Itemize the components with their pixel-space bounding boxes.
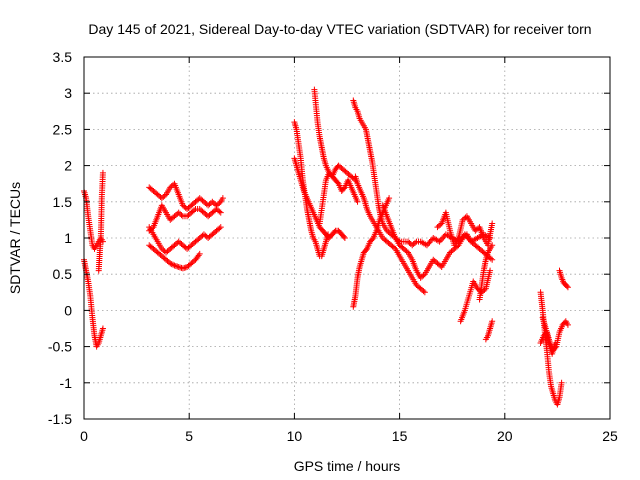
data-point [196,250,203,257]
data-point [341,235,348,241]
data-point [421,289,428,296]
data-point [487,267,494,274]
data-point [99,169,106,176]
data-point [217,209,224,216]
data-point [437,237,444,244]
data-point [191,207,198,214]
data-point [168,261,175,268]
data-point [340,233,347,240]
data-point [420,272,427,279]
data-point [564,284,571,291]
y-tick-label: 2.5 [53,121,73,137]
y-tick-label: 1 [64,230,72,246]
data-point [420,288,427,295]
data-point [195,252,202,259]
x-tick-label: 5 [185,428,193,444]
data-point [362,247,369,254]
data-point [437,221,444,228]
data-point [489,318,496,325]
data-point [439,235,446,242]
data-point [552,339,559,346]
x-tick-label: 15 [392,428,408,444]
data-point [161,192,168,199]
data-point [440,234,447,241]
data-point [563,283,570,290]
data-point [170,261,177,268]
data-point [178,212,185,219]
data-point [426,239,433,246]
data-point [216,225,223,232]
data-point [425,240,432,247]
data-point [403,248,410,255]
data-point [489,242,496,249]
data-point [390,244,397,251]
y-tick-label: 3 [64,85,72,101]
data-point [558,379,565,386]
data-point [219,195,226,202]
chart-title: Day 145 of 2021, Sidereal Day-to-day VTE… [88,21,591,37]
data-point [423,242,430,249]
y-tick-label: 1.5 [53,194,73,210]
y-tick-label: 3.5 [53,49,73,65]
data-point [334,179,341,186]
grid [84,57,610,419]
data-point [217,224,224,231]
data-point [386,195,393,202]
y-tick-label: -1 [60,375,73,391]
x-tick-label: 0 [80,428,88,444]
axis-ticks: 0 5 10 15 20 25 3.5 3 2.5 2 1.5 1 0.5 0 -0.5 -1 -1.5 [48,49,618,444]
data-point [489,220,496,227]
y-axis-label: SDTVAR / TECUs [7,182,23,294]
y-tick-label: -0.5 [48,339,72,355]
data-point [489,256,496,263]
data-point [481,286,488,293]
data-point [454,243,461,250]
data-point [354,198,361,205]
x-axis-label: GPS time / hours [294,458,401,474]
data-point [99,325,106,332]
y-tick-label: -1.5 [48,411,72,427]
data-point [167,260,174,267]
data-point [216,208,223,215]
x-tick-label: 10 [287,428,303,444]
data-point [369,236,376,243]
data-points [81,86,571,408]
data-point [331,228,338,235]
data-point [487,255,494,262]
data-point [427,237,434,244]
data-point [216,200,223,207]
y-tick-label: 0.5 [53,266,73,282]
data-point [564,321,571,328]
data-point [436,238,443,245]
data-point [340,185,347,192]
data-point [412,239,419,246]
x-tick-label: 20 [497,428,513,444]
x-tick-label: 25 [602,428,618,444]
y-tick-label: 2 [64,158,72,174]
y-tick-label: 0 [64,302,72,318]
